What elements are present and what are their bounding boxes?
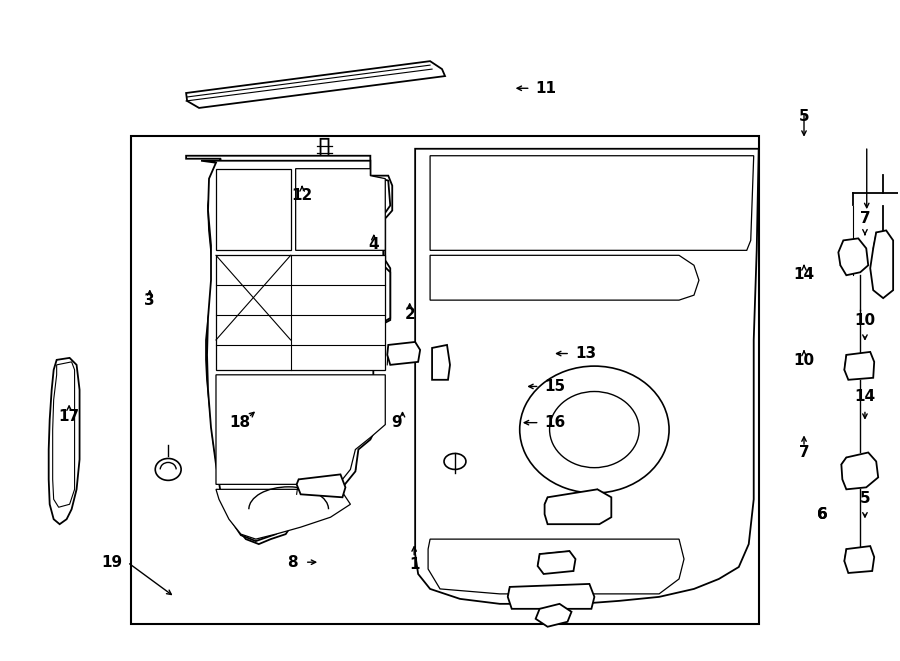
Polygon shape — [186, 61, 445, 108]
Polygon shape — [186, 156, 392, 544]
Polygon shape — [844, 546, 874, 573]
Polygon shape — [870, 231, 893, 298]
Text: 5: 5 — [798, 109, 809, 124]
Text: 7: 7 — [860, 211, 870, 226]
Polygon shape — [844, 352, 874, 380]
Text: 6: 6 — [816, 507, 827, 522]
Polygon shape — [296, 169, 385, 251]
Polygon shape — [536, 604, 572, 627]
Text: 13: 13 — [575, 346, 597, 361]
Polygon shape — [387, 342, 420, 365]
Polygon shape — [537, 551, 575, 574]
Polygon shape — [53, 362, 75, 507]
Text: 14: 14 — [794, 267, 814, 282]
Text: 6: 6 — [816, 507, 827, 522]
Polygon shape — [49, 358, 79, 524]
Polygon shape — [216, 255, 385, 370]
Polygon shape — [216, 169, 291, 251]
Polygon shape — [428, 539, 684, 594]
Bar — [131, 136, 759, 624]
Polygon shape — [297, 475, 346, 497]
Polygon shape — [201, 161, 391, 541]
Polygon shape — [216, 489, 350, 539]
Text: 10: 10 — [854, 313, 876, 328]
Text: 7: 7 — [798, 445, 809, 460]
Polygon shape — [430, 156, 753, 251]
Text: 12: 12 — [292, 188, 312, 203]
Text: 15: 15 — [544, 379, 565, 394]
Text: 10: 10 — [794, 352, 814, 368]
Polygon shape — [415, 149, 759, 604]
Text: 17: 17 — [58, 408, 80, 424]
Polygon shape — [320, 139, 328, 173]
Text: 14: 14 — [854, 389, 876, 404]
Text: 11: 11 — [536, 81, 556, 96]
Text: 16: 16 — [544, 415, 565, 430]
Text: 3: 3 — [145, 293, 155, 309]
Polygon shape — [842, 453, 878, 489]
Text: 19: 19 — [102, 555, 123, 570]
Polygon shape — [544, 489, 611, 524]
Text: 4: 4 — [368, 237, 379, 253]
Polygon shape — [839, 239, 868, 275]
Polygon shape — [216, 375, 385, 485]
Polygon shape — [508, 584, 594, 609]
Text: 9: 9 — [391, 415, 401, 430]
Text: 5: 5 — [860, 491, 870, 506]
Text: 8: 8 — [287, 555, 298, 570]
Text: 18: 18 — [229, 415, 250, 430]
Text: 1: 1 — [409, 557, 419, 572]
Text: 2: 2 — [404, 307, 415, 321]
Polygon shape — [432, 345, 450, 380]
Polygon shape — [430, 255, 699, 300]
